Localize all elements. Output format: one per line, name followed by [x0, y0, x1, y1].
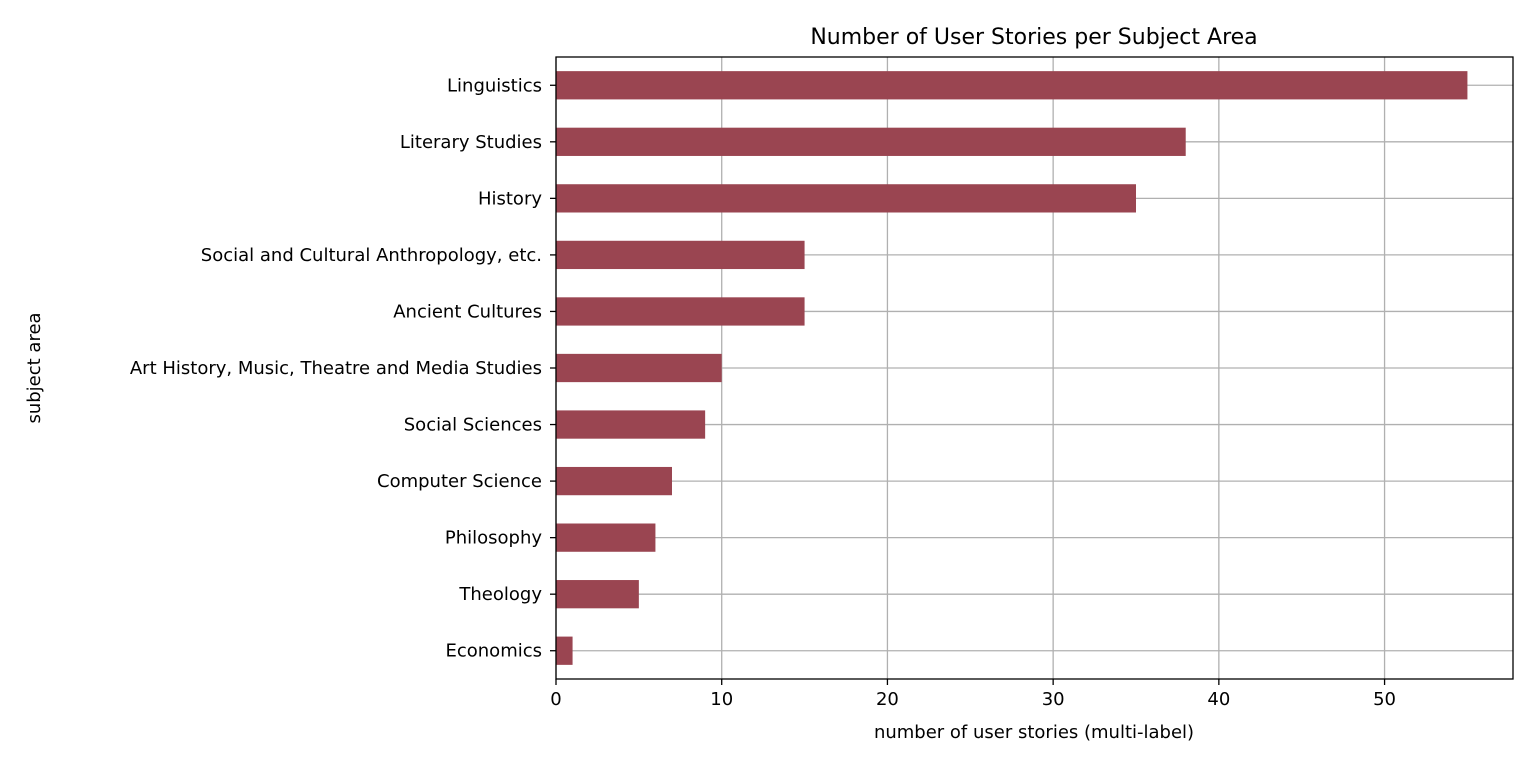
bar [556, 580, 639, 609]
y-tick-label: Social Sciences [404, 415, 542, 436]
bar [556, 240, 805, 270]
bar [556, 184, 1136, 213]
y-axis-label: subject area [24, 312, 45, 423]
y-tick-label: Economics [445, 641, 542, 662]
y-tick-label: Philosophy [445, 528, 543, 549]
y-tick-label: History [478, 188, 542, 209]
bar [556, 297, 805, 326]
x-axis-label: number of user stories (multi-label) [874, 722, 1194, 743]
bar [556, 127, 1186, 156]
bar [556, 353, 722, 383]
y-tick-label: Linguistics [447, 75, 542, 96]
y-axis: Linguistics Literary Studies History Social… [130, 75, 556, 662]
chart-title: Number of User Stories per Subject Area [810, 25, 1257, 50]
y-tick-label: Theology [458, 584, 542, 605]
x-tick-label: 10 [710, 689, 733, 710]
bars [556, 71, 1468, 665]
y-tick-label: Ancient Cultures [393, 301, 542, 322]
x-tick-label: 0 [550, 689, 561, 710]
bar [556, 410, 706, 439]
bar [556, 71, 1468, 100]
bar [556, 636, 573, 665]
y-tick-label: Art History, Music, Theatre and Media St… [130, 358, 542, 379]
x-tick-label: 30 [1042, 689, 1065, 710]
y-tick-label: Computer Science [377, 471, 542, 492]
bar [556, 523, 656, 552]
y-tick-label: Social and Cultural Anthropology, etc. [201, 245, 542, 266]
bar [556, 466, 672, 496]
x-tick-label: 50 [1373, 689, 1396, 710]
y-tick-label: Literary Studies [400, 132, 542, 153]
x-axis: 0 10 20 30 40 50 [550, 679, 1396, 710]
x-tick-label: 40 [1207, 689, 1230, 710]
x-tick-label: 20 [876, 689, 899, 710]
